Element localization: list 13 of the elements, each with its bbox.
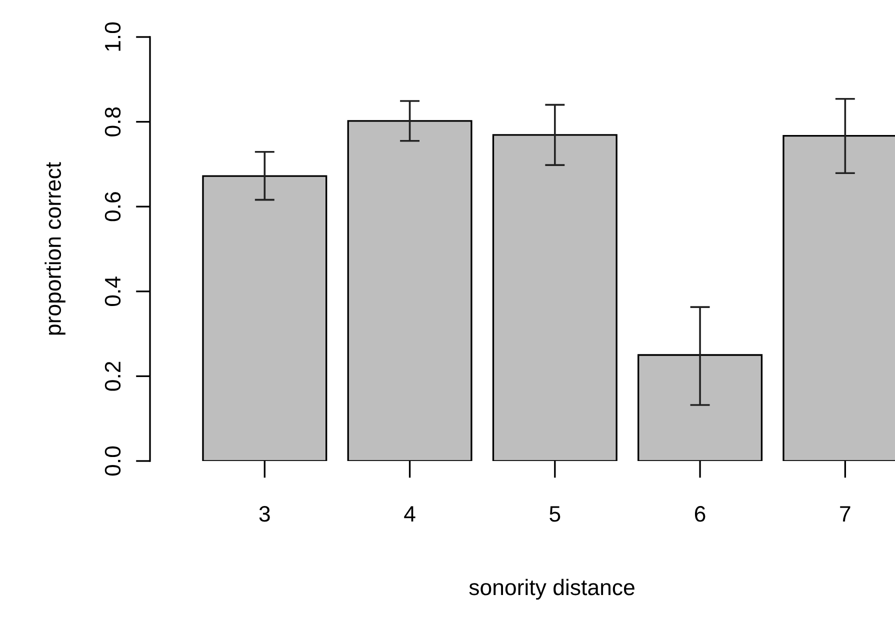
x-axis-title: sonority distance (469, 578, 634, 600)
y-tick-label: 0.8 (104, 107, 121, 136)
x-tick-label: 5 (550, 506, 560, 522)
y-tick-label: 0.0 (104, 446, 121, 476)
y-tick-label: 0.6 (104, 192, 121, 222)
x-tick-label: 3 (259, 506, 270, 522)
y-tick-label: 0.4 (104, 276, 121, 306)
x-tick-label: 4 (404, 506, 416, 522)
y-axis-title: proportion correct (44, 162, 66, 335)
x-tick-label: 6 (694, 506, 706, 522)
y-tick-label: 0.2 (104, 362, 121, 391)
y-tick-label: 1.0 (104, 22, 121, 51)
x-tick-label: 7 (840, 506, 850, 522)
